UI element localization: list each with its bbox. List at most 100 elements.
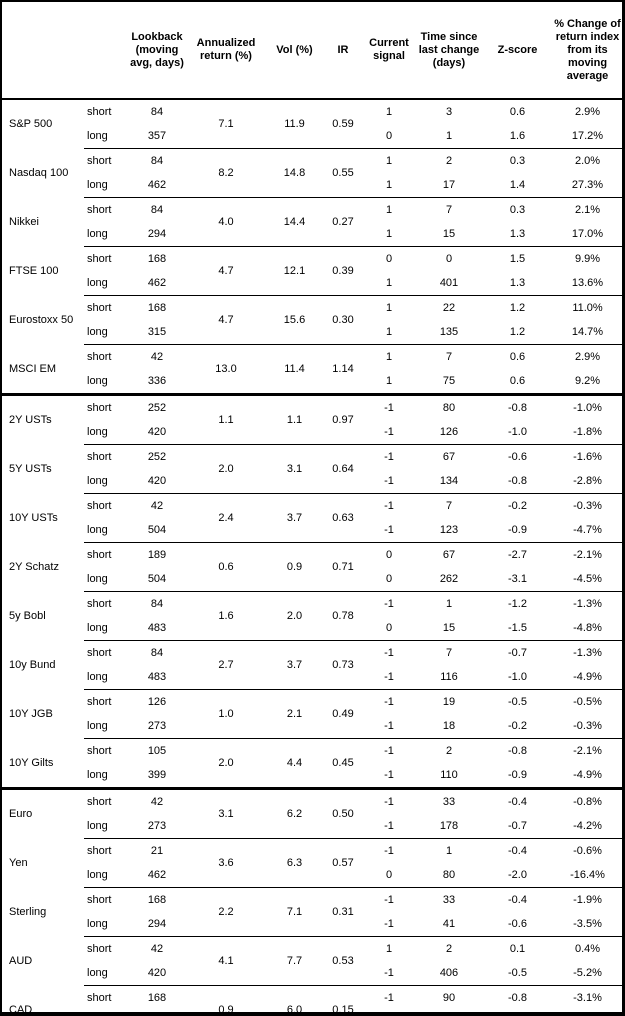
annualized-return-value: 3.6 xyxy=(186,838,266,888)
leg-label: short xyxy=(87,402,112,414)
asset-row-long: long 462 0 80 -2.0 -16.4% xyxy=(2,863,622,888)
annualized-return-value: 4.7 xyxy=(186,246,266,296)
z-score-value: 0.3 xyxy=(509,155,526,167)
leg-label: short xyxy=(87,155,112,167)
vol-value: 7.7 xyxy=(266,936,323,986)
annualized-return-value: 2.2 xyxy=(186,887,266,937)
leg-label: short xyxy=(87,845,112,857)
annualized-return-value: 1.6 xyxy=(186,591,266,641)
lookback-value: 504 xyxy=(128,567,186,592)
current-signal-value: -1 xyxy=(363,814,415,839)
time-since-change-value: 496 xyxy=(415,1010,483,1012)
asset-row-long: long 504 0 262 -3.1 -4.5% xyxy=(2,567,622,592)
asset-row-long: long 273 -1 178 -0.7 -4.2% xyxy=(2,814,622,839)
current-signal-value: -1 xyxy=(384,451,394,463)
vol-value: 6.2 xyxy=(266,788,323,839)
asset-name: Nikkei xyxy=(9,216,39,228)
current-signal-value: 1 xyxy=(363,369,415,396)
pct-change-value: -5.2% xyxy=(552,961,622,986)
table-body: S&P 500 short 84 7.1 11.9 0.59 1 3 0.6 2.9% long 35… xyxy=(2,99,622,1012)
asset-row-long: long 462 1 17 1.4 27.3% xyxy=(2,173,622,198)
pct-change-value: 2.1% xyxy=(574,204,601,216)
vol-value: 2.0 xyxy=(266,591,323,641)
leg-label: long xyxy=(84,1010,128,1012)
annualized-return-value: 2.0 xyxy=(186,444,266,494)
ir-value: 0.15 xyxy=(332,1004,354,1016)
pct-change-value: 17.0% xyxy=(552,222,622,247)
z-score-value: 1.6 xyxy=(483,124,552,149)
asset-row-long: long 420 -1 126 -1.0 -1.8% xyxy=(2,420,622,445)
annualized-return-value: 8.2 xyxy=(186,148,266,198)
asset-row-short: 5Y USTs short 252 2.0 3.1 0.64 -1 67 -0.6 -1.6% xyxy=(2,444,622,494)
current-signal-value: -1 xyxy=(384,796,394,808)
asset-row-long: long 483 0 15 -1.5 -4.8% xyxy=(2,616,622,641)
asset-name: Nasdaq 100 xyxy=(9,167,69,179)
lookback-value: 189 xyxy=(147,549,167,561)
ir-value: 0.78 xyxy=(323,591,363,641)
column-header-1: Annualized return (%) xyxy=(186,2,266,100)
annualized-return-value: 1.1 xyxy=(186,394,266,445)
asset-name: Sterling xyxy=(9,906,47,918)
vol-value: 6.3 xyxy=(266,838,323,888)
current-signal-value: -1 xyxy=(363,961,415,986)
time-since-change-value: 22 xyxy=(442,302,456,314)
lookback-value: 168 xyxy=(147,992,167,1004)
vol-value: 11.4 xyxy=(266,344,323,396)
z-score-value: -0.4 xyxy=(508,894,527,906)
z-score-value: 1.5 xyxy=(509,253,526,265)
asset-row-long: long 504 -1 123 -0.9 -4.7% xyxy=(2,518,622,543)
time-since-change-value: 1 xyxy=(445,845,453,857)
leg-label: long xyxy=(84,369,128,396)
pct-change-value: 17.2% xyxy=(552,124,622,149)
time-since-change-value: 401 xyxy=(415,271,483,296)
lookback-value: 399 xyxy=(128,763,186,790)
asset-row-long: long 483 -1 116 -1.0 -4.9% xyxy=(2,665,622,690)
z-score-value: -0.2 xyxy=(483,714,552,739)
ir-value: 0.27 xyxy=(323,197,363,247)
current-signal-value: -1 xyxy=(363,1010,415,1012)
lookback-value: 294 xyxy=(128,912,186,937)
time-since-change-value: 17 xyxy=(415,173,483,198)
z-score-value: 0.3 xyxy=(509,204,526,216)
pct-change-value: 27.3% xyxy=(552,173,622,198)
ir-value: 0.55 xyxy=(323,148,363,198)
asset-row-long: long 420 -1 134 -0.8 -2.8% xyxy=(2,469,622,494)
z-score-value: -1.0 xyxy=(483,420,552,445)
z-score-value: -0.4 xyxy=(508,796,527,808)
ir-value: 0.30 xyxy=(323,295,363,345)
time-since-change-value: 110 xyxy=(415,763,483,790)
leg-label: long xyxy=(84,469,128,494)
lookback-value: 420 xyxy=(128,420,186,445)
ir-value: 0.53 xyxy=(323,936,363,986)
header-row: Lookback (moving avg, days) Annualized re… xyxy=(2,2,622,100)
asset-row-short: Euro short 42 3.1 6.2 0.50 -1 33 -0.4 -0.8% xyxy=(2,788,622,839)
vol-value: 6.0 xyxy=(286,1004,303,1016)
asset-row-long: long 462 1 401 1.3 13.6% xyxy=(2,271,622,296)
lookback-value: 21 xyxy=(150,845,164,857)
ir-value: 0.50 xyxy=(323,788,363,839)
ir-value: 0.45 xyxy=(323,738,363,790)
current-signal-value: 1 xyxy=(363,222,415,247)
vol-value: 0.9 xyxy=(266,542,323,592)
current-signal-value: -1 xyxy=(363,912,415,937)
time-since-change-value: 3 xyxy=(445,106,453,118)
lookback-value: 483 xyxy=(128,616,186,641)
ir-value: 0.59 xyxy=(323,99,363,149)
z-score-value: 0.1 xyxy=(509,943,526,955)
z-score-value: -0.7 xyxy=(508,647,527,659)
z-score-value: -0.4 xyxy=(508,845,527,857)
time-since-change-value: 135 xyxy=(415,320,483,345)
lookback-value: 84 xyxy=(150,106,164,118)
column-header-4: Current signal xyxy=(363,2,415,100)
time-since-change-value: 406 xyxy=(415,961,483,986)
column-header-3: IR xyxy=(323,2,363,100)
lookback-value: 462 xyxy=(128,271,186,296)
asset-name: 10Y JGB xyxy=(9,708,53,720)
current-signal-value: -1 xyxy=(384,500,394,512)
pct-change-value: 14.7% xyxy=(552,320,622,345)
asset-row-short: CAD short 168 0.9 6.0 0.15 -1 90 -0.8 -3.1% xyxy=(2,986,622,1012)
leg-label: short xyxy=(87,302,112,314)
asset-name: MSCI EM xyxy=(2,344,84,396)
lookback-value: 84 xyxy=(150,647,164,659)
current-signal-value: 0 xyxy=(363,124,415,149)
